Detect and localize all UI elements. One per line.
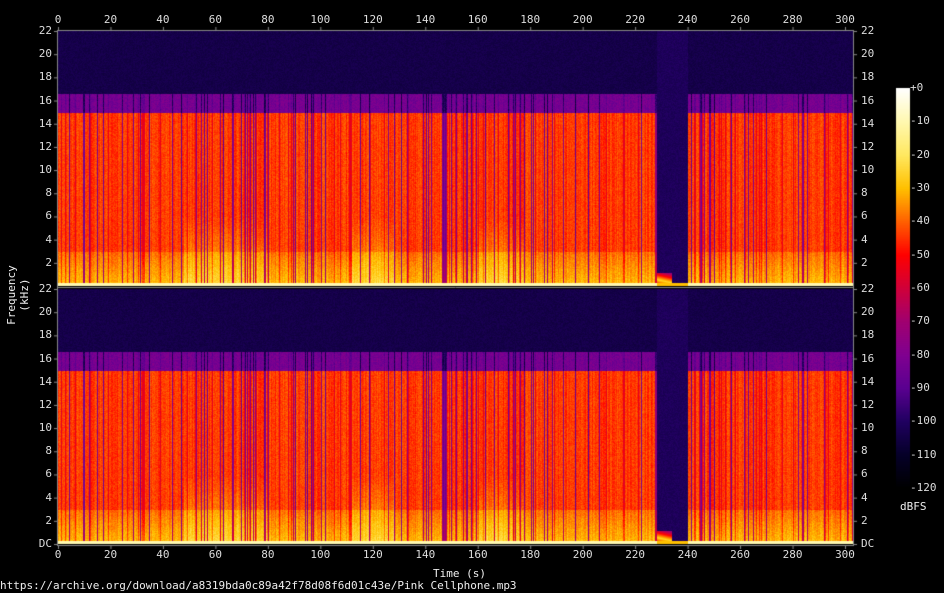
x-tick-label-top: 160 [467,13,488,26]
x-tick-label-top: 120 [362,13,383,26]
y-tick-label: 14 [38,116,52,130]
x-tick-label-top: 260 [730,13,750,26]
y-tick-label: 6 [45,467,52,481]
x-tick-label: 180 [520,548,541,561]
y-tick-label: 16 [38,351,52,365]
x-tick-label: 140 [415,548,436,561]
colorbar-tick-label: -50 [910,247,930,261]
y-tick-label-right: 18 [861,328,875,342]
colorbar-tick-label: -100 [910,414,937,428]
x-tick-label: 0 [54,548,62,561]
colorbar-tick-label: -90 [910,381,930,394]
colorbar-tick-label: -120 [910,481,937,494]
y-tick-label: 4 [45,232,52,246]
x-tick-label-top: 200 [572,13,593,26]
y-tick-label-right: 12 [861,139,875,153]
colorbar-tick-label: -60 [910,281,930,294]
x-tick-label: 40 [156,548,170,561]
y-tick-label: 16 [38,93,52,107]
y-tick-label: 10 [38,163,52,177]
y-tick-label-right: 10 [861,421,875,435]
x-tick-label-top: 0 [54,13,62,26]
x-tick-label: 80 [261,548,275,561]
y-tick-label: 12 [38,139,52,153]
y-tick-label-right: 16 [861,93,875,107]
source-url: https://archive.org/download/a8319bda0c8… [0,579,517,592]
colorbar-tick-label: -40 [910,214,930,228]
y-tick-label: 2 [45,513,52,527]
y-tick-label: 12 [38,397,52,411]
x-tick-label-top: 180 [520,13,541,26]
y-tick-label: 22 [38,24,52,37]
x-tick-label: 220 [625,548,646,561]
colorbar-tick-label: -80 [910,347,930,361]
x-tick-label-top: 100 [310,13,331,26]
x-tick-label: 160 [467,548,488,561]
x-tick-label-top: 40 [156,13,170,26]
y-tick-label: 4 [45,490,52,504]
y-tick-label: 18 [38,328,52,342]
y-tick-label-right: 8 [861,186,868,200]
x-tick-label: 60 [208,548,223,561]
x-tick-label-top: 240 [677,13,698,26]
x-tick-label-top: 140 [415,13,436,26]
x-tick-label-top: 20 [103,13,118,26]
y-tick-label-right: DC [861,537,875,550]
y-tick-label-right: 2 [861,513,868,527]
colorbar-tick-label: +0 [910,81,924,94]
y-tick-label: DC [38,537,52,550]
y-tick-label: 8 [45,186,52,200]
colorbar-tick-label: -110 [910,447,937,461]
x-tick-label: 280 [782,548,803,561]
x-tick-label: 120 [362,548,383,561]
y-tick-label: 14 [38,374,52,388]
y-tick-label: 10 [38,421,52,435]
y-tick-label-right: 14 [861,116,875,130]
y-tick-label-right: 22 [861,282,875,295]
y-tick-label: 20 [38,47,52,61]
x-axis-label: Time (s) [433,567,486,580]
y-tick-label-right: 6 [861,209,868,223]
y-tick-label-right: 12 [861,397,875,411]
y-tick-label-right: 18 [861,70,875,84]
y-tick-label-right: 20 [861,305,875,319]
y-tick-label: 6 [45,209,52,223]
x-tick-label-top: 80 [261,13,275,26]
y-tick-label-right: 16 [861,351,875,365]
x-tick-label: 200 [572,548,593,561]
colorbar-tick-label: -30 [910,181,930,194]
y-tick-label: 8 [45,444,52,458]
y-tick-label-right: 4 [861,490,868,504]
x-tick-label: 100 [310,548,331,561]
x-tick-label: 20 [103,548,118,561]
y-tick-label-right: 10 [861,163,875,177]
y-tick-label-right: 14 [861,374,875,388]
colorbar-tick-label: -70 [910,314,930,328]
x-tick-label-top: 280 [782,13,803,26]
x-tick-label-top: 60 [208,13,223,26]
x-tick-label-top: 300 [835,13,855,26]
x-tick-label: 260 [730,548,750,561]
colorbar-tick-label: -20 [910,147,930,161]
colorbar-unit: dBFS [900,500,927,513]
x-tick-label-top: 220 [625,13,646,26]
y-tick-label: 20 [38,305,52,319]
y-tick-label-right: 6 [861,467,868,481]
y-tick-label-right: 22 [861,24,875,37]
y-tick-label: 18 [38,70,52,84]
y-axis-label: Frequency (kHz) [5,265,31,325]
y-tick-label-right: 4 [861,232,868,246]
y-tick-label-right: 8 [861,444,868,458]
x-tick-label: 300 [835,548,855,561]
y-tick-label-right: 2 [861,255,868,269]
y-tick-label: 22 [38,282,52,295]
x-tick-label: 240 [677,548,698,561]
y-tick-label: 2 [45,255,52,269]
colorbar-tick-label: -10 [910,114,930,128]
y-tick-label-right: 20 [861,47,875,61]
